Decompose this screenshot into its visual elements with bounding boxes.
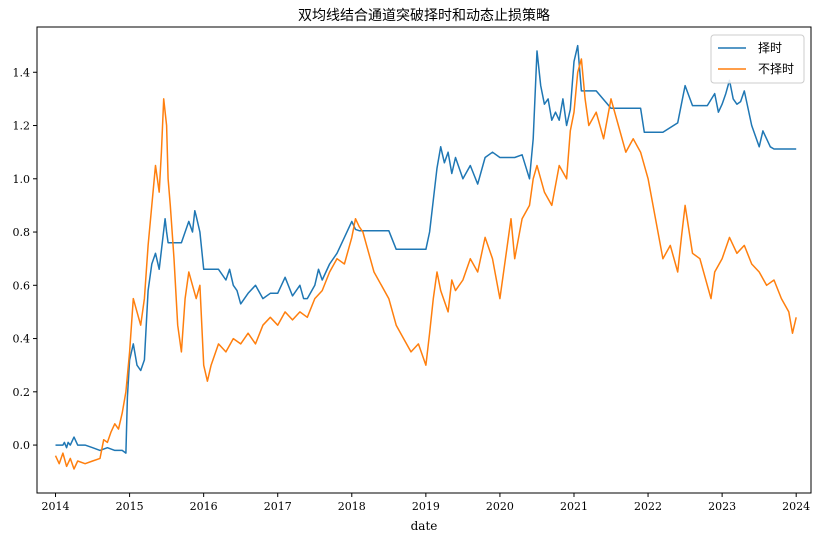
x-tick-label: 2016 bbox=[190, 500, 218, 513]
legend-label-1: 不择时 bbox=[758, 62, 794, 76]
series-line-0 bbox=[55, 44, 797, 454]
plot-frame bbox=[36, 26, 812, 494]
legend-label-0: 择时 bbox=[758, 41, 782, 55]
chart-title: 双均线结合通道突破择时和动态止损策略 bbox=[298, 7, 550, 24]
series-layer bbox=[54, 44, 797, 470]
x-tick-label: 2019 bbox=[412, 500, 440, 513]
x-tick-label: 2022 bbox=[634, 500, 662, 513]
y-tick-label: 1.2 bbox=[13, 120, 31, 133]
x-tick-label: 2018 bbox=[338, 500, 366, 513]
y-tick-label: 0.2 bbox=[13, 386, 31, 399]
x-tick-label: 2023 bbox=[708, 500, 736, 513]
y-tick-label: 0.4 bbox=[13, 333, 31, 346]
x-tick-label: 2017 bbox=[264, 500, 292, 513]
y-tick-label: 0.6 bbox=[13, 279, 31, 292]
x-tick-label: 2020 bbox=[486, 500, 514, 513]
x-tick-label: 2014 bbox=[42, 500, 70, 513]
x-axis: 2014 2015 2016 2017 2018 2019 2020 2021 2022 2023… bbox=[42, 493, 810, 513]
y-tick-label: 1.0 bbox=[13, 173, 31, 186]
x-axis-title: date bbox=[411, 519, 438, 533]
y-tick-label: 1.4 bbox=[13, 66, 31, 79]
y-tick-label: 0.8 bbox=[13, 226, 31, 239]
y-tick-label: 0.0 bbox=[13, 439, 31, 452]
series-line-1 bbox=[54, 58, 797, 470]
legend-box bbox=[710, 34, 805, 84]
x-tick-label: 2021 bbox=[560, 500, 588, 513]
x-tick-label: 2015 bbox=[116, 500, 144, 513]
x-tick-label: 2024 bbox=[782, 500, 810, 513]
y-axis: 0.0 0.2 0.4 0.6 0.8 1.0 1.2 1.4 bbox=[13, 66, 37, 452]
